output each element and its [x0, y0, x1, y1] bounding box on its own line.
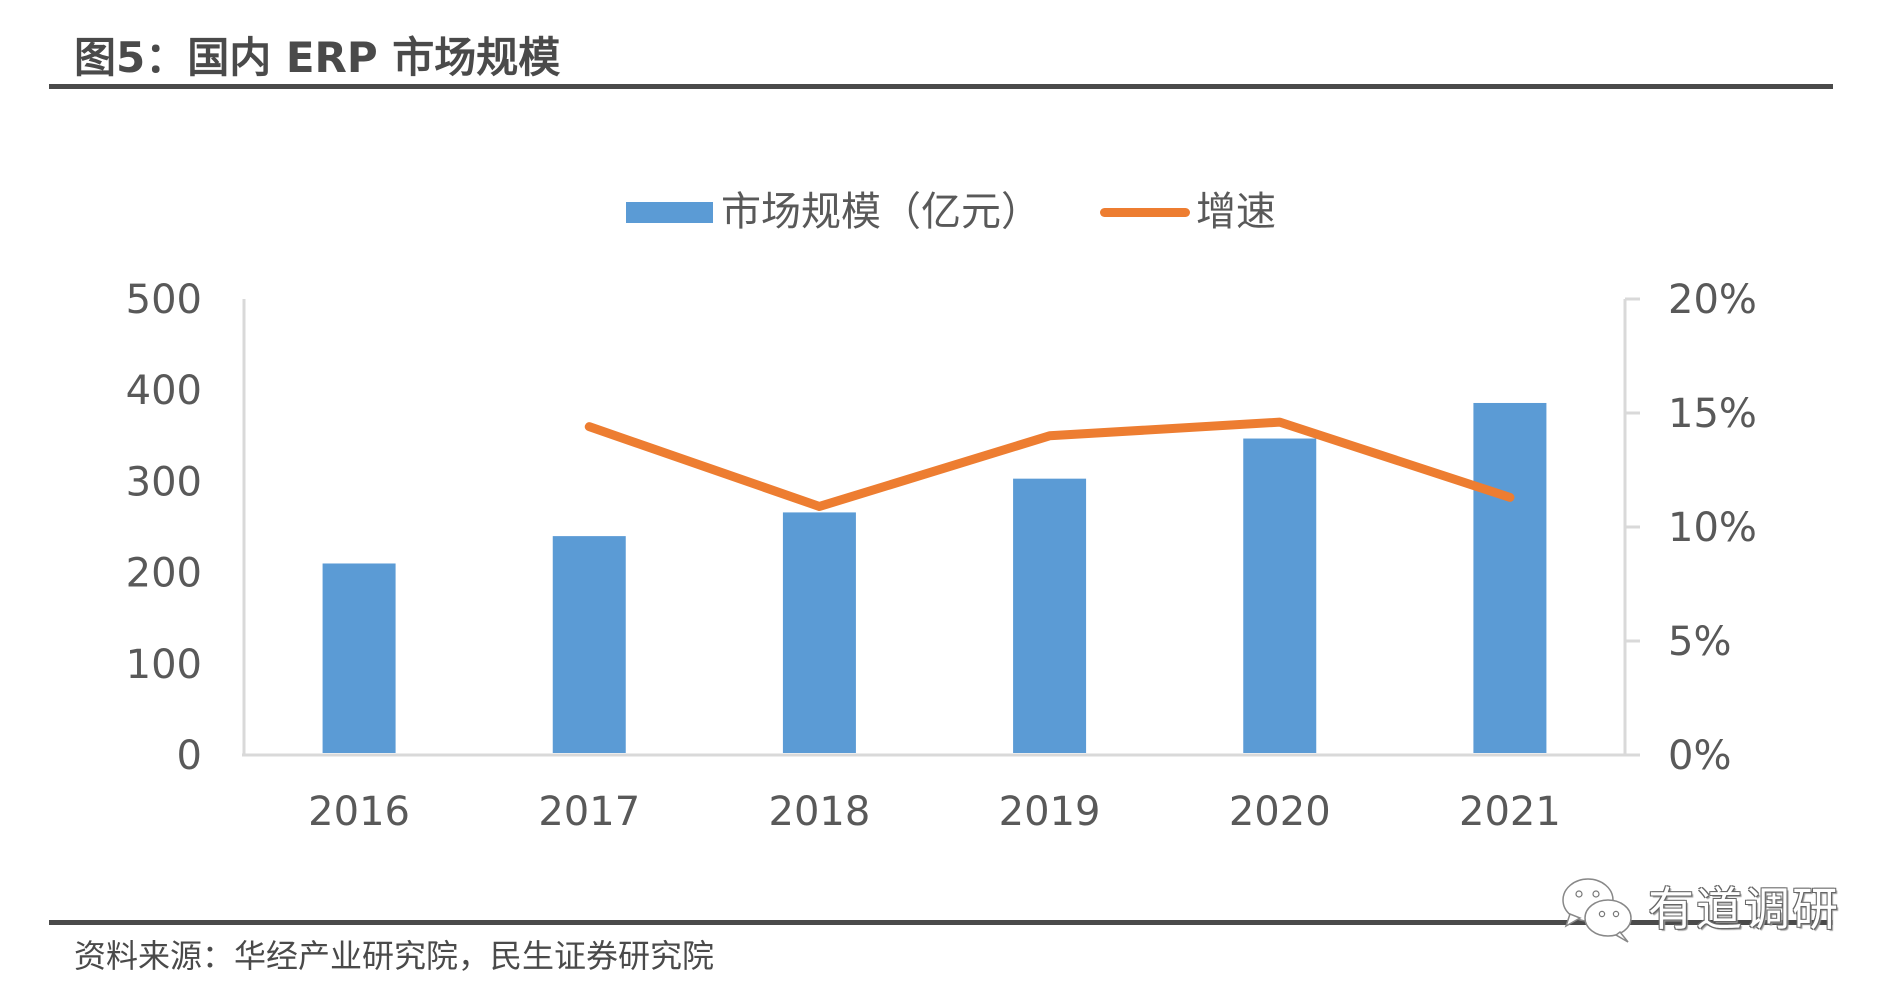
- left-axis-tick-label: 200: [126, 551, 202, 597]
- watermark-text: 有道调研: [1648, 882, 1840, 936]
- bar-series: [322, 402, 1547, 753]
- legend-label-market-size: 市场规模（亿元）: [721, 189, 1041, 235]
- right-axis-tick-label: 20%: [1668, 277, 1757, 323]
- bar-2020: [1243, 438, 1317, 753]
- left-axis-tick-label: 400: [126, 368, 202, 414]
- legend-entry-market-size: 市场规模（亿元）: [626, 188, 1041, 236]
- x-axis-category-label: 2016: [308, 789, 410, 835]
- title-divider: [49, 84, 1833, 89]
- figure-title: 图5：国内 ERP 市场规模: [74, 33, 561, 82]
- bar-2017: [552, 536, 626, 753]
- wechat-icon: [1562, 878, 1632, 943]
- right-axis-tick-label: 10%: [1668, 505, 1757, 551]
- right-axis-tick-label: 5%: [1668, 619, 1731, 665]
- left-axis-tick-label: 0: [177, 733, 202, 779]
- x-axis-category-label: 2020: [1229, 789, 1331, 835]
- left-axis-tick-label: 300: [126, 459, 202, 505]
- legend-entry-growth: 增速: [1100, 188, 1276, 236]
- line-series: [584, 417, 1515, 511]
- watermark: 有道调研: [1560, 874, 1840, 944]
- left-axis-tick-label: 500: [126, 277, 202, 323]
- x-axis-category-label: 2017: [538, 789, 640, 835]
- legend-label-growth: 增速: [1196, 189, 1276, 235]
- bar-2019: [1013, 478, 1087, 753]
- source-note: 资料来源：华经产业研究院，民生证券研究院: [74, 937, 715, 975]
- bar-2021: [1473, 402, 1547, 753]
- axis-labels: 0 100 200 300 400 500 0% 5% 10% 15% 20% 2016 2017 201…: [126, 277, 1757, 835]
- legend-line-swatch: [1100, 207, 1190, 217]
- right-axis-tick-label: 0%: [1668, 733, 1731, 779]
- right-axis-tick-label: 15%: [1668, 391, 1757, 437]
- left-axis-tick-label: 100: [126, 642, 202, 688]
- legend-bar-swatch: [626, 201, 713, 223]
- bar-2016: [322, 563, 396, 753]
- bar-2018: [782, 512, 856, 753]
- source-divider: [49, 920, 1833, 925]
- x-axis-category-label: 2019: [999, 789, 1101, 835]
- x-axis-category-label: 2018: [769, 789, 871, 835]
- x-axis-category-label: 2021: [1459, 789, 1561, 835]
- chart-axes: [242, 297, 1640, 757]
